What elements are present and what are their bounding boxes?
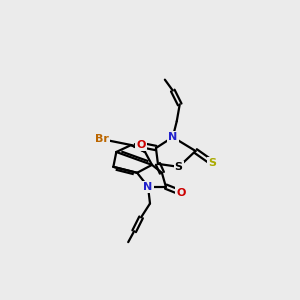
Text: Br: Br	[94, 134, 108, 144]
Text: O: O	[176, 188, 185, 198]
Text: N: N	[143, 182, 153, 192]
Text: N: N	[168, 132, 177, 142]
Text: S: S	[208, 158, 216, 168]
Text: S: S	[175, 162, 183, 172]
Text: O: O	[136, 140, 146, 150]
